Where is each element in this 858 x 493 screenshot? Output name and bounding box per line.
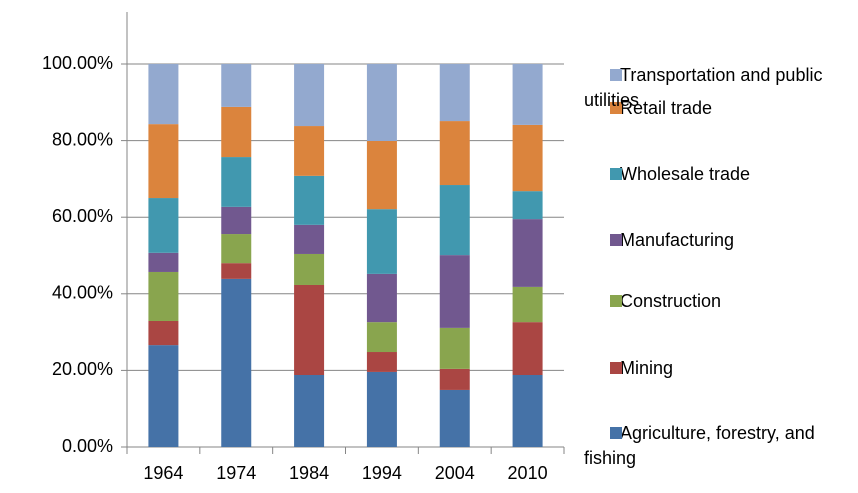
bar-segment [148,271,179,321]
legend-label: Agriculture, forestry, and fishing [584,423,815,468]
bar-segment [439,368,470,390]
bar-segment [221,278,252,447]
bar-segment [221,64,252,107]
legend-swatch [610,69,622,81]
bar-segment [366,352,397,372]
legend-label: Manufacturing [620,230,735,250]
bar-segment [221,106,252,158]
x-tick-label: 2010 [508,463,548,483]
x-tick-label: 1974 [216,463,256,483]
legend-swatch [610,362,622,374]
bar-segment [294,64,325,127]
legend-entry: Transportation and public utilities [584,63,846,113]
legend-label: Mining [620,358,674,378]
bar-segment [148,345,179,447]
legend-swatch [610,168,622,180]
bar-segment [221,157,252,207]
legend-entry: Retail trade [584,96,846,121]
bar-segment [294,224,325,254]
bar-segment [294,126,325,176]
bar-segment [512,191,543,220]
y-tick-label: 0.00% [62,436,113,456]
legend-entry: Mining [584,356,846,381]
y-tick-label: 20.00% [52,359,113,379]
y-tick-label: 100.00% [42,53,113,73]
bar-segment [439,389,470,447]
bar-segment [294,374,325,447]
legend-entry: Wholesale trade [584,162,846,187]
bar-segment [512,64,543,125]
legend-label: Construction [620,291,722,311]
bar-segment [148,320,179,346]
legend-swatch [610,102,622,114]
x-tick-label: 2004 [435,463,475,483]
legend-label: Retail trade [620,98,713,118]
legend-swatch [610,427,622,439]
bar-segment [366,64,397,141]
x-tick-label: 1964 [143,463,183,483]
legend-swatch [610,295,622,307]
legend-label: Wholesale trade [620,164,751,184]
bar-segment [221,234,252,264]
bar-segment [366,140,397,210]
bar-segment [366,209,397,274]
bar-segment [221,263,252,279]
bar-segment [294,253,325,285]
legend-swatch [610,234,622,246]
y-tick-label: 60.00% [52,206,113,226]
bar-segment [148,252,179,272]
bar-segment [148,124,179,199]
bar-segment [512,219,543,287]
bar-segment [512,124,543,192]
legend-entry: Manufacturing [584,228,846,253]
legend-label: Transportation and public utilities [584,65,823,110]
bar-segment [294,284,325,375]
bar-segment [366,273,397,323]
bar-segment [366,322,397,353]
bar-segment [439,255,470,328]
bar-segment [439,64,470,122]
bar-segment [366,371,397,447]
bar-segment [148,64,179,125]
legend-entry: Agriculture, forestry, and fishing [584,421,846,471]
bar-segment [512,322,543,375]
bar-segment [294,175,325,225]
bar-segment [512,286,543,323]
x-tick-label: 1994 [362,463,402,483]
bar-segment [439,121,470,186]
legend-entry: Construction [584,289,846,314]
x-tick-label: 1984 [289,463,329,483]
bar-segment [512,374,543,447]
bar-segment [221,206,252,235]
y-tick-label: 80.00% [52,129,113,149]
bar-segment [148,198,179,253]
bar-segment [439,185,470,256]
y-tick-label: 40.00% [52,283,113,303]
bar-segment [439,327,470,369]
